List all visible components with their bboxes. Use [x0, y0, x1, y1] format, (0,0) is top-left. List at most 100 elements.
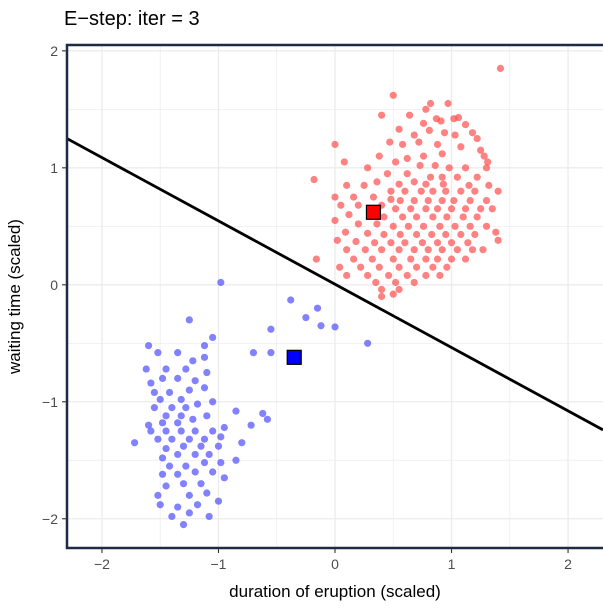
x-axis-title: duration of eruption (scaled) — [229, 582, 441, 601]
data-point-blue — [185, 509, 193, 517]
data-point-red — [387, 239, 395, 247]
data-point-red — [482, 222, 491, 230]
data-point-red — [410, 131, 418, 139]
data-point-red — [496, 64, 505, 72]
data-point-red — [445, 164, 453, 172]
data-point-red — [395, 285, 403, 294]
data-point-red — [352, 237, 360, 246]
data-point-red — [395, 246, 403, 254]
data-point-blue — [364, 339, 372, 347]
data-point-red — [426, 173, 435, 181]
x-tick-label: 0 — [331, 556, 339, 572]
data-point-red — [494, 236, 502, 244]
data-point-red — [426, 99, 435, 108]
data-point-blue — [174, 503, 182, 511]
data-point-blue — [177, 395, 185, 404]
data-point-blue — [154, 435, 162, 443]
data-point-red — [373, 178, 381, 186]
data-point-blue — [247, 421, 255, 429]
data-point-red — [389, 222, 397, 230]
data-point-blue — [168, 404, 176, 412]
data-point-red — [440, 129, 449, 137]
data-point-red — [419, 222, 428, 230]
data-point-red — [465, 181, 473, 189]
data-point-blue — [177, 412, 185, 420]
data-point-red — [438, 246, 446, 254]
data-point-blue — [193, 501, 202, 509]
data-point-red — [422, 105, 430, 113]
data-point-red — [424, 196, 432, 205]
data-point-red — [468, 129, 477, 137]
data-point-red — [439, 180, 447, 188]
data-point-red — [442, 230, 450, 239]
data-point-blue — [217, 278, 225, 287]
data-point-blue — [158, 454, 167, 462]
center-marker-blue — [286, 349, 302, 365]
data-point-red — [403, 170, 411, 178]
data-point-red — [310, 175, 318, 184]
data-point-blue — [200, 459, 209, 467]
data-point-blue — [259, 409, 267, 418]
data-point-red — [312, 255, 320, 263]
data-point-red — [407, 205, 415, 213]
x-tick-label: −2 — [94, 556, 110, 572]
data-point-blue — [205, 450, 213, 459]
data-point-red — [398, 140, 407, 149]
data-point-red — [492, 228, 500, 236]
data-point-red — [471, 187, 479, 195]
data-point-red — [438, 173, 446, 181]
data-point-red — [412, 213, 421, 221]
data-point-blue — [182, 365, 190, 373]
data-point-red — [378, 285, 386, 294]
data-point-red — [378, 292, 386, 301]
data-point-red — [403, 271, 411, 280]
y-tick-label: 2 — [50, 43, 58, 59]
data-point-red — [482, 164, 491, 172]
data-point-red — [494, 187, 502, 195]
data-point-blue — [182, 404, 190, 412]
data-point-red — [482, 196, 491, 205]
data-point-red — [371, 239, 379, 247]
data-point-blue — [162, 412, 170, 420]
data-point-red — [403, 154, 411, 163]
data-point-red — [438, 150, 446, 158]
data-point-blue — [189, 415, 197, 423]
data-point-blue — [200, 342, 209, 350]
data-point-red — [331, 216, 339, 225]
data-point-red — [451, 131, 459, 139]
data-point-blue — [185, 316, 193, 324]
data-point-blue — [214, 497, 223, 505]
data-point-red — [457, 187, 465, 195]
data-point-red — [395, 180, 403, 188]
data-point-red — [361, 246, 369, 254]
data-point-blue — [174, 450, 182, 459]
data-point-blue — [205, 512, 213, 521]
data-point-red — [331, 193, 339, 201]
data-point-red — [380, 213, 388, 221]
data-point-blue — [130, 439, 139, 447]
data-point-red — [436, 271, 444, 280]
data-point-blue — [217, 459, 225, 467]
data-point-red — [385, 271, 393, 280]
data-point-blue — [220, 423, 228, 432]
data-point-red — [343, 246, 351, 254]
data-point-red — [461, 255, 470, 263]
data-point-red — [415, 138, 423, 146]
data-point-red — [442, 187, 450, 195]
data-point-red — [425, 126, 433, 134]
data-point-blue — [203, 489, 211, 497]
data-point-blue — [174, 349, 182, 357]
y-tick-label: 0 — [50, 277, 58, 293]
plot-frame — [65, 43, 603, 550]
data-point-blue — [174, 470, 182, 478]
data-point-red — [364, 164, 372, 172]
data-point-red — [447, 255, 456, 263]
data-point-red — [424, 246, 432, 254]
data-point-red — [405, 111, 414, 119]
data-point-red — [447, 239, 456, 247]
data-point-red — [333, 236, 341, 244]
data-point-red — [391, 278, 400, 287]
data-point-blue — [263, 415, 272, 423]
data-point-red — [453, 246, 461, 254]
